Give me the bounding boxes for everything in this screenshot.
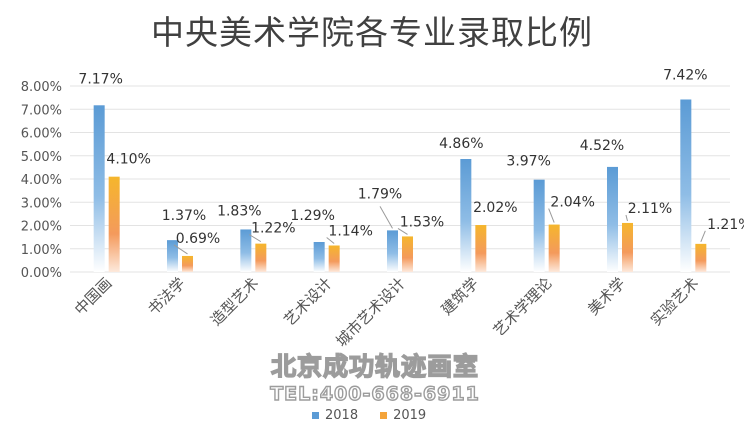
bar-2019-6 [475, 225, 487, 272]
bar-2019-8 [622, 222, 633, 272]
data-label-2018-1: 7.17% [78, 71, 122, 87]
data-label-2018-9: 7.42% [663, 67, 707, 83]
bar-2018-5 [387, 230, 398, 272]
leader-line [173, 244, 188, 255]
data-label-2019-9: 1.21% [707, 217, 744, 233]
bar-2019-7 [548, 224, 560, 272]
legend-item-2018: 2018 [312, 408, 358, 423]
y-tick-label: 4.00% [21, 173, 62, 188]
leader-line [700, 230, 706, 243]
bar-2018-2 [167, 240, 178, 272]
y-tick-label: 5.00% [21, 150, 62, 165]
data-label-2018-2: 1.37% [162, 208, 206, 224]
x-tick-label: 美术学 [584, 274, 629, 319]
x-tick-label: 建筑学 [438, 274, 483, 319]
leader-line [326, 237, 335, 244]
bar-2019-9 [695, 243, 707, 272]
legend-label-2018: 2018 [325, 407, 359, 423]
leader-line [249, 234, 262, 243]
watermark-name: 北京成功轨迹画室 [270, 351, 479, 381]
data-label-2018-7: 3.97% [506, 154, 550, 170]
bar-2018-8 [607, 166, 618, 272]
bar-2019-5 [402, 236, 413, 272]
x-tick-label: 城市艺术设计 [332, 274, 408, 350]
data-label-2019-3: 1.22% [251, 221, 295, 237]
x-tick-label: 中国画 [71, 274, 116, 319]
data-label-2019-2: 0.69% [176, 231, 220, 247]
bar-2019-3 [255, 243, 267, 272]
data-label-2019-6: 2.02% [473, 200, 517, 216]
chart-title: 中央美术学院各专业录取比例 [151, 13, 593, 52]
x-tick-label: 造型艺术 [207, 274, 262, 329]
data-label-2019-4: 1.14% [328, 223, 372, 239]
data-label-2019-1: 4.10% [106, 152, 150, 168]
x-tick-label: 艺术学理论 [490, 274, 556, 340]
data-label-2019-5: 1.53% [400, 214, 444, 230]
y-tick-label: 0.00% [21, 266, 62, 281]
leader-line [397, 228, 408, 235]
legend-swatch-2018 [312, 411, 319, 419]
bar-2018-9 [680, 99, 692, 272]
bar-2018-7 [533, 179, 545, 272]
legend-label-2019: 2019 [393, 407, 427, 423]
watermark-tel: TEL:400-668-6911 [269, 382, 480, 405]
y-tick-label: 3.00% [21, 196, 62, 211]
y-tick-label: 2.00% [21, 220, 62, 235]
data-label-2018-8: 4.52% [580, 138, 624, 154]
leader-line [548, 208, 555, 223]
legend: 2018 2019 [312, 404, 448, 426]
y-tick-label: 6.00% [21, 127, 62, 142]
x-tick-label: 书法学 [144, 274, 189, 319]
bar-2019-1 [108, 176, 120, 272]
bar-2019-2 [182, 255, 193, 272]
watermark: 北京成功轨迹画室 TEL:400-668-6911 [230, 351, 520, 406]
data-label-2018-4: 1.29% [290, 208, 334, 224]
legend-swatch-2019 [380, 411, 388, 419]
bar-2018-6 [460, 159, 472, 272]
y-tick-label: 7.00% [21, 103, 62, 118]
data-label-2018-6: 4.86% [439, 136, 483, 152]
leader-line [379, 206, 393, 229]
bar-2018-1 [93, 105, 105, 272]
legend-item-2019: 2019 [380, 408, 426, 423]
data-label-2018-5: 1.79% [358, 186, 402, 202]
bar-2018-3 [240, 229, 252, 272]
bar-2018-4 [313, 242, 325, 272]
data-label-2019-8: 2.11% [628, 201, 672, 217]
y-tick-label: 1.00% [21, 243, 62, 258]
leader-line [625, 214, 628, 222]
x-tick-label: 实验艺术 [647, 274, 702, 329]
x-tick-label: 艺术设计 [280, 274, 335, 329]
data-label-2019-7: 2.04% [550, 195, 594, 211]
data-label-2018-3: 1.83% [217, 203, 261, 219]
y-tick-label: 8.00% [21, 80, 62, 95]
bar-2019-4 [328, 245, 340, 272]
